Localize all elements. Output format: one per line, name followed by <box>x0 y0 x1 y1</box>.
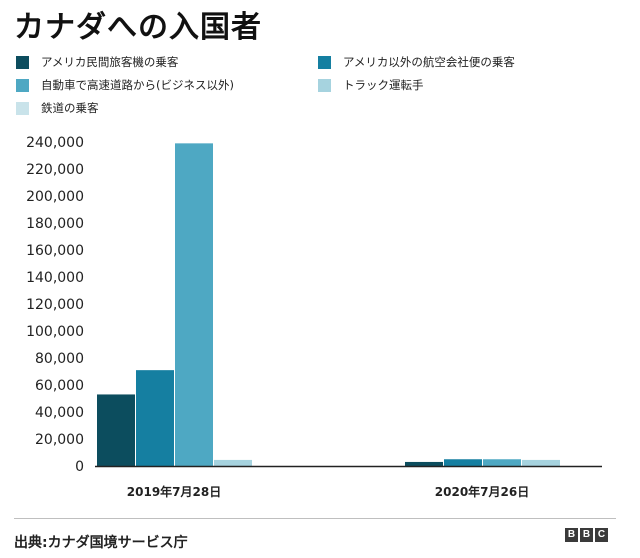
bbc-logo-letter-1: B <box>565 528 578 542</box>
y-tick-label: 160,000 <box>26 243 84 259</box>
y-tick-label: 240,000 <box>26 135 84 151</box>
y-tick-label: 80,000 <box>35 351 84 367</box>
bar <box>136 370 174 466</box>
bbc-logo: B B C <box>565 528 608 542</box>
y-tick-label: 100,000 <box>26 324 84 340</box>
bbc-logo-letter-3: C <box>595 528 608 542</box>
bar <box>214 459 252 466</box>
y-tick-label: 120,000 <box>26 297 84 313</box>
x-tick-label: 2020年7月26日 <box>435 484 529 499</box>
chart-title: カナダへの入国者 <box>14 10 262 45</box>
legend-swatch-truck <box>318 78 331 92</box>
legend-swatch-highway <box>16 78 29 92</box>
legend-item-truck: トラック運転手 <box>318 77 424 93</box>
y-tick-label: 220,000 <box>26 162 84 178</box>
bar <box>405 461 443 466</box>
bar <box>97 394 135 466</box>
y-tick-label: 180,000 <box>26 216 84 232</box>
legend-item-highway: 自動車で高速道路から(ビジネス以外) <box>16 77 234 93</box>
legend-item-us-airline: アメリカ民間旅客機の乗客 <box>16 54 178 70</box>
legend: アメリカ民間旅客機の乗客 アメリカ以外の航空会社便の乗客 自動車で高速道路から(… <box>0 0 640 130</box>
bar-chart: 0 20,000 40,000 60,000 80,000 100,000 120,000 1… <box>26 135 602 499</box>
legend-swatch-us-airline <box>16 55 29 69</box>
bar <box>522 459 560 466</box>
bbc-logo-letter-2: B <box>580 528 593 542</box>
y-tick-label: 20,000 <box>35 432 84 448</box>
y-tick-label: 40,000 <box>35 405 84 421</box>
bar <box>175 143 213 466</box>
legend-swatch-rail <box>16 101 29 115</box>
bar <box>483 459 521 466</box>
y-tick-label: 0 <box>75 459 84 475</box>
legend-item-non-us-airline: アメリカ以外の航空会社便の乗客 <box>318 54 515 70</box>
legend-swatch-non-us-airline <box>318 55 331 69</box>
bar <box>444 459 482 466</box>
y-tick-label: 140,000 <box>26 270 84 286</box>
legend-item-rail: 鉄道の乗客 <box>16 100 99 116</box>
legend-label-rail: 鉄道の乗客 <box>41 101 99 115</box>
legend-label-truck: トラック運転手 <box>343 78 424 92</box>
y-tick-label: 200,000 <box>26 189 84 205</box>
legend-label-us-airline: アメリカ民間旅客機の乗客 <box>41 55 179 69</box>
legend-label-non-us-airline: アメリカ以外の航空会社便の乗客 <box>343 55 515 69</box>
source-credit: 出典:カナダ国境サービス庁 <box>14 535 188 551</box>
legend-label-highway: 自動車で高速道路から(ビジネス以外) <box>41 78 234 92</box>
x-tick-label: 2019年7月28日 <box>127 484 221 499</box>
y-tick-label: 60,000 <box>35 378 84 394</box>
footer-divider <box>14 518 616 519</box>
